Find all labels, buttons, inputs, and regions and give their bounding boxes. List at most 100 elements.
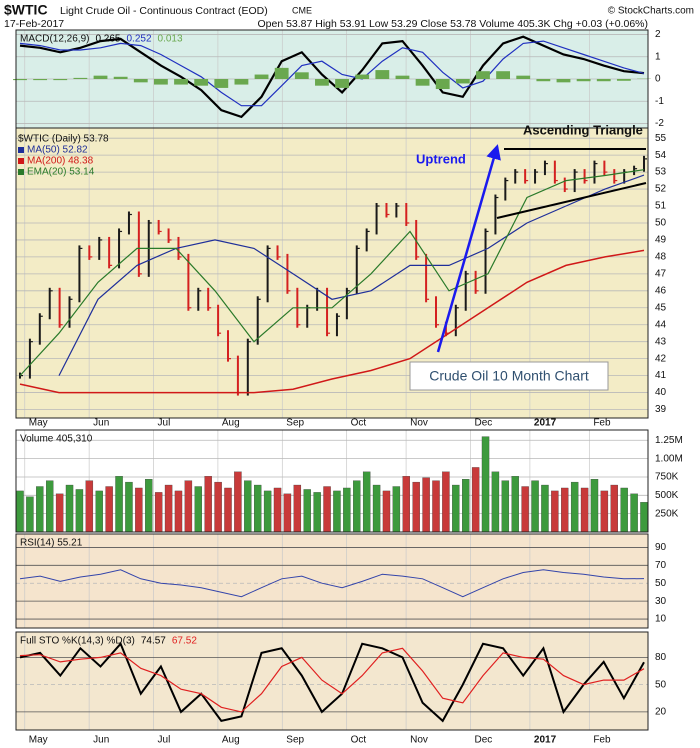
y-tick-label: 48	[655, 252, 667, 263]
volume-bar	[610, 484, 618, 533]
histogram-bar	[375, 70, 390, 79]
volume-bar	[333, 490, 341, 533]
x-tick-label: Jul	[158, 735, 171, 746]
histogram-bar	[355, 74, 370, 79]
volume-bar	[471, 467, 480, 533]
y-tick-label: 52	[655, 184, 667, 195]
plot-area	[13, 35, 651, 119]
y-tick-label: 46	[655, 285, 667, 296]
y-tick-label: 43	[655, 336, 667, 347]
y-tick-label: 70	[655, 560, 667, 571]
volume-bar	[491, 471, 500, 533]
x-tick-label: Oct	[351, 735, 367, 746]
volume-bar	[125, 481, 133, 533]
y-tick-label: 40	[655, 387, 667, 398]
histogram-bar	[395, 75, 410, 79]
volume-bar	[115, 476, 123, 533]
legend-entry: 67.52	[172, 636, 197, 647]
y-tick-label: 50	[655, 578, 667, 589]
volume-bar	[293, 484, 302, 533]
y-tick-label: 50	[655, 679, 667, 690]
instrument-name: Light Crude Oil - Continuous Contract (E…	[60, 5, 268, 17]
volume-bar	[55, 493, 64, 533]
plot-area	[19, 569, 645, 598]
legend-entry: 0.013	[158, 34, 183, 45]
histogram-bar	[53, 79, 68, 81]
legend-entry: EMA(20) 53.14	[27, 167, 95, 178]
histogram-bar	[536, 79, 551, 82]
series-line	[19, 40, 645, 107]
histogram-bar	[335, 79, 349, 88]
series-line	[19, 35, 645, 119]
panel-title: MACD(12,26,9)	[20, 34, 89, 45]
volume-bar	[372, 484, 381, 533]
panel: 20 50 80 Full STO %K(14,3) %D(3) 74.57 67.52 M…	[15, 631, 667, 746]
legend-swatch	[18, 169, 24, 175]
panel-border	[15, 429, 649, 533]
histogram-bar	[133, 79, 148, 83]
series-line	[19, 169, 645, 377]
x-tick-label: Sep	[286, 418, 304, 429]
histogram-bar	[254, 74, 269, 79]
volume-bar	[600, 490, 609, 533]
y-tick-label: 41	[655, 370, 667, 381]
histogram-bar	[274, 67, 289, 79]
legend-swatch	[18, 158, 24, 164]
volume-bar	[402, 476, 410, 533]
x-tick-label: Dec	[474, 418, 492, 429]
x-tick-label: Nov	[410, 418, 428, 429]
histogram-bar	[516, 75, 531, 79]
volume-bar	[36, 486, 44, 533]
volume-bar	[273, 487, 282, 533]
volume-bar	[462, 479, 470, 533]
panel: 250K 500K 750K 1.00M 1.25M Volume 405,310	[15, 429, 683, 533]
volume-bar	[452, 484, 460, 533]
caption-box	[409, 361, 609, 391]
histogram-bar	[113, 76, 128, 79]
histogram-bar	[174, 79, 188, 85]
volume-bar	[174, 490, 183, 533]
histogram-bar	[194, 79, 209, 86]
volume-bar	[303, 489, 311, 533]
legend-entry: 0.265	[95, 34, 120, 45]
volume-bar	[362, 471, 371, 533]
volume-bar	[164, 484, 173, 533]
y-tick-label: 49	[655, 235, 667, 246]
histogram-bar	[93, 75, 108, 79]
y-tick-label: 0	[655, 74, 661, 85]
panel-border	[15, 533, 649, 629]
histogram-bar	[234, 79, 249, 85]
volume-bar	[224, 487, 232, 533]
x-tick-label: Aug	[222, 418, 240, 429]
y-tick-label: 750K	[655, 472, 679, 483]
volume-bar	[95, 490, 103, 533]
uptrend-arrow	[436, 144, 501, 353]
volume-bar	[640, 502, 648, 533]
volume-bar	[481, 436, 490, 533]
volume-bar	[313, 492, 321, 533]
series-line	[19, 641, 645, 723]
histogram-bar	[435, 79, 450, 90]
support-line	[496, 182, 647, 219]
y-tick-label: 47	[655, 268, 667, 279]
volume-bar	[432, 480, 440, 533]
legend-entry: Volume 405,310	[20, 434, 93, 445]
histogram-bar	[73, 77, 88, 79]
volume-bar	[620, 487, 628, 533]
x-tick-label: Sep	[286, 735, 304, 746]
volume-bar	[382, 490, 391, 533]
volume-bar	[412, 481, 420, 533]
x-tick-label: Jun	[93, 418, 109, 429]
x-tick-label: Oct	[351, 418, 367, 429]
histogram-bar	[214, 79, 229, 88]
histogram-bar	[153, 79, 168, 85]
volume-bar	[323, 486, 331, 533]
volume-bar	[343, 487, 351, 533]
y-tick-label: 44	[655, 319, 667, 330]
volume-bar	[184, 480, 193, 533]
caption: Crude Oil 10 Month Chart	[429, 368, 589, 384]
volume-bar	[551, 490, 559, 533]
volume-bar	[135, 487, 143, 533]
panel: 10 30 50 70 90 RSI(14) 55.21	[15, 533, 667, 629]
